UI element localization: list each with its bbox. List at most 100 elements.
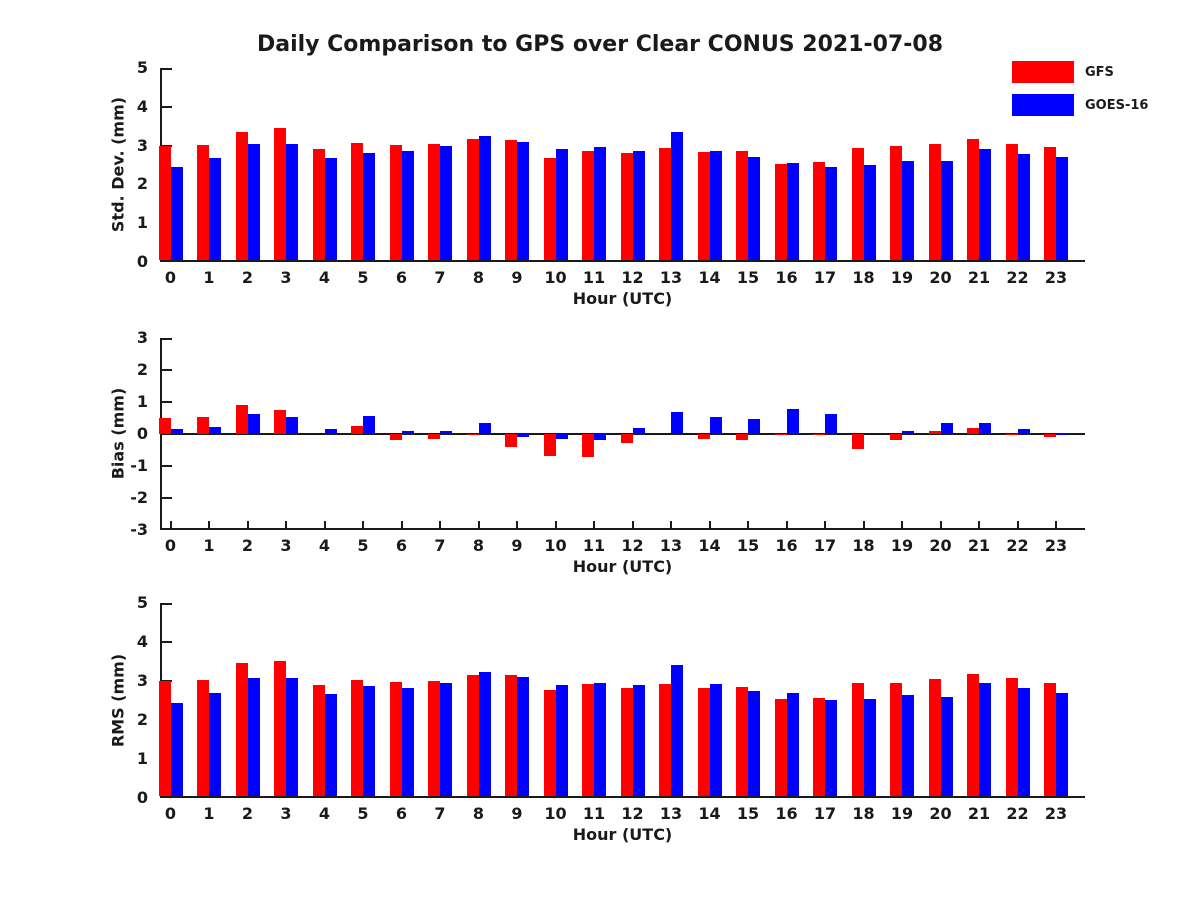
x-tick-label: 10: [544, 268, 567, 287]
y-tick: [162, 260, 172, 262]
x-tick: [400, 521, 403, 528]
bar-gfs-h3: [274, 410, 286, 434]
bar-goes16-h16: [786, 409, 799, 434]
x-tick-label: 17: [813, 804, 837, 823]
x-tick: [362, 521, 364, 528]
x-tick-label: 0: [164, 804, 177, 823]
x-tick-label: 23: [1044, 804, 1068, 823]
y-tick: [162, 497, 172, 499]
bar-goes16-h6: [401, 687, 414, 796]
x-tick-label: 12: [621, 268, 644, 287]
x-tick: [631, 521, 634, 528]
bar-goes16-h12: [632, 685, 645, 796]
x-tick: [593, 521, 595, 528]
bar-gfs-h17: [813, 162, 825, 260]
bar-goes16-h7: [440, 146, 452, 260]
bar-gfs-h12: [620, 152, 633, 260]
x-tick-label: 20: [929, 268, 952, 287]
y-tick: [162, 603, 172, 605]
x-tick-label: 22: [1006, 536, 1029, 555]
y-tick: [162, 144, 172, 147]
y-tick: [162, 338, 172, 340]
x-tick-label: 2: [241, 536, 254, 555]
x-tick-label: 10: [544, 536, 567, 555]
x-tick-label: 8: [472, 268, 485, 287]
bar-gfs-h18: [851, 682, 864, 796]
bar-goes16-h14: [709, 150, 722, 260]
x-tick-label: 14: [698, 536, 721, 555]
bar-gfs-h7: [428, 434, 440, 439]
bar-goes16-h6: [401, 430, 414, 434]
x-tick-label: 14: [698, 804, 721, 823]
y-tick-label: -1: [130, 456, 148, 475]
std-dev-plot-area: [158, 68, 1085, 262]
x-tick-label: 16: [775, 268, 798, 287]
bar-gfs-h18: [851, 434, 864, 449]
bar-goes16-h13: [671, 665, 683, 796]
bar-gfs-h1: [197, 679, 209, 796]
bar-goes16-h15: [748, 691, 760, 796]
x-tick-label: 15: [736, 268, 760, 287]
x-tick-label: 18: [852, 536, 875, 555]
bar-gfs-h9: [505, 675, 517, 796]
bar-gfs-h9: [505, 434, 517, 447]
bar-gfs-h10: [543, 434, 556, 457]
x-tick-label: 13: [659, 536, 683, 555]
bar-goes16-h10: [555, 685, 568, 796]
y-tick-label: 2: [136, 360, 148, 379]
bar-goes16-h13: [671, 411, 683, 434]
x-tick-label: 22: [1006, 268, 1029, 287]
bar-goes16-h17: [825, 167, 837, 260]
bar-gfs-h8: [466, 138, 479, 260]
bar-gfs-h12: [620, 434, 633, 443]
bar-gfs-h6: [389, 434, 402, 441]
rms-plot-area: [158, 603, 1085, 798]
bar-goes16-h14: [709, 417, 722, 434]
bar-gfs-h9: [505, 140, 517, 260]
x-tick-label: 17: [813, 268, 837, 287]
y-tick-label: 5: [136, 58, 148, 77]
bar-goes16-h8: [478, 135, 491, 260]
bar-goes16-h11: [594, 682, 606, 796]
bar-goes16-h16: [786, 162, 799, 260]
bar-goes16-h5: [363, 152, 375, 260]
bar-goes16-h15: [748, 418, 760, 434]
rms-ylabel: RMS (mm): [108, 653, 128, 747]
bar-goes16-h19: [902, 695, 914, 796]
x-tick-label: 4: [318, 268, 331, 287]
bar-gfs-h2: [235, 404, 248, 434]
bar-gfs-h16: [774, 434, 787, 435]
bar-gfs-h19: [890, 146, 902, 260]
bar-gfs-h19: [890, 682, 902, 796]
x-tick: [439, 521, 441, 528]
y-tick: [162, 465, 172, 467]
x-tick-label: 21: [967, 536, 991, 555]
x-tick-label: 2: [241, 804, 254, 823]
bar-gfs-h0: [158, 681, 171, 796]
x-tick-label: 15: [736, 804, 760, 823]
y-tick: [162, 68, 172, 70]
x-tick: [824, 521, 826, 528]
y-tick: [162, 105, 172, 108]
x-tick: [246, 521, 249, 528]
x-tick: [978, 521, 980, 528]
legend-label-goes16: GOES-16: [1085, 97, 1149, 113]
x-tick: [1016, 521, 1019, 528]
goes16-color-swatch: [1012, 94, 1074, 116]
x-tick-label: 11: [582, 536, 606, 555]
bar-goes16-h8: [478, 671, 491, 796]
x-tick-label: 0: [164, 536, 177, 555]
x-tick: [477, 521, 480, 528]
x-tick-label: 3: [280, 804, 292, 823]
x-tick-label: 5: [357, 268, 369, 287]
bar-gfs-h21: [967, 427, 979, 434]
y-tick-label: 1: [136, 749, 148, 768]
bias-xlabel: Hour (UTC): [572, 557, 673, 576]
bar-goes16-h16: [786, 693, 799, 796]
x-tick-label: 1: [203, 268, 215, 287]
bias-plot-area: [158, 338, 1085, 530]
bar-goes16-h3: [286, 417, 298, 434]
x-tick-label: 14: [698, 268, 721, 287]
x-tick-label: 7: [434, 536, 446, 555]
x-tick: [862, 521, 865, 528]
